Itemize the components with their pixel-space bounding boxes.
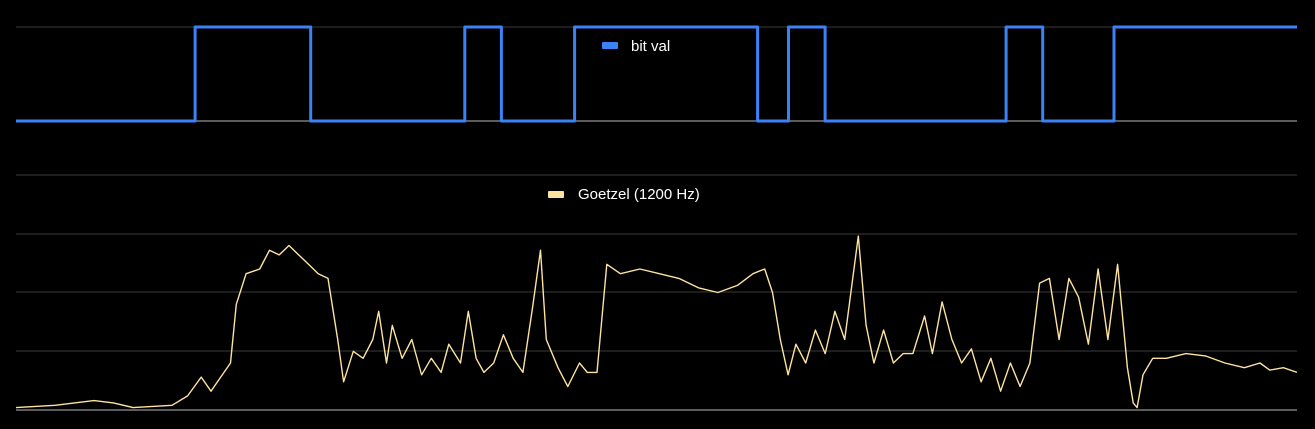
series-line-goetzel-1200-hz [15,235,1298,409]
series-line-bit-val [16,25,1297,123]
bit-val-chart: bit val [16,25,1297,123]
series-group [16,25,1297,123]
legend: Goetzel (1200 Hz) [548,186,700,203]
legend: bit val [602,38,670,55]
series-group [15,235,1298,409]
legend-swatch [602,42,618,49]
legend-label: bit val [631,38,670,55]
legend-swatch [548,191,564,198]
grid-lines [16,174,1297,411]
goetzel-chart: Goetzel (1200 Hz) [15,174,1298,411]
legend-label: Goetzel (1200 Hz) [578,186,700,203]
